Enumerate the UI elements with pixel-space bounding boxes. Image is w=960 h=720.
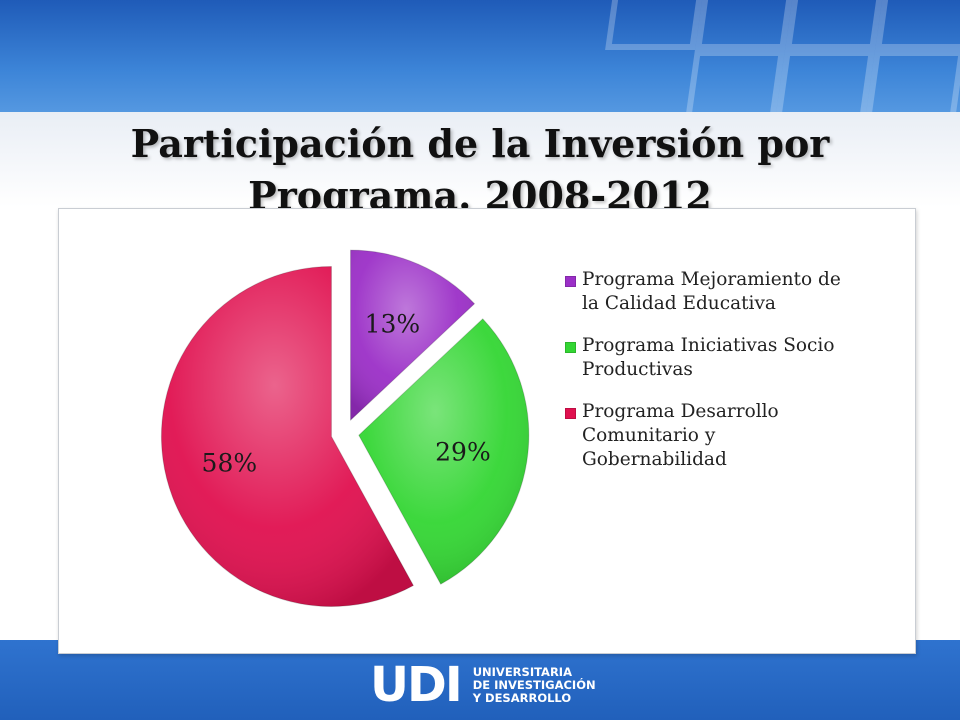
slice-value-label: 58%	[202, 449, 258, 478]
header-background	[0, 0, 960, 130]
slice-value-label: 13%	[365, 309, 421, 338]
legend-swatch	[565, 408, 576, 419]
legend-label: Programa Desarrollo Comunitario y Gobern…	[582, 401, 779, 470]
logo-line: DE INVESTIGACIÓN	[472, 677, 596, 692]
logo-text: UNIVERSITARIA DE INVESTIGACIÓN Y DESARRO…	[472, 664, 596, 705]
pie-slice-gloss	[350, 250, 475, 421]
legend-label: Programa Mejoramiento de la Calidad Educ…	[582, 269, 841, 314]
legend-item: Programa Mejoramiento de la Calidad Educ…	[565, 268, 910, 316]
chart-legend: Programa Mejoramiento de la Calidad Educ…	[565, 268, 910, 490]
pie-slice-gloss	[161, 266, 414, 607]
legend-label: Programa Iniciativas Socio Productivas	[582, 335, 835, 380]
slice-value-label: 29%	[435, 438, 491, 467]
legend-swatch	[565, 342, 576, 353]
logo-mark: UDI	[370, 657, 463, 713]
slide-title-line1: Participación de la Inversión por	[130, 121, 830, 166]
legend-item: Programa Desarrollo Comunitario y Gobern…	[565, 400, 910, 472]
logo-line: Y DESARROLLO	[472, 690, 572, 705]
legend-swatch	[565, 276, 576, 287]
legend-item: Programa Iniciativas Socio Productivas	[565, 334, 910, 382]
udi-logo: UDI UNIVERSITARIA DE INVESTIGACIÓN Y DES…	[370, 660, 596, 710]
pie-slice-gloss	[358, 318, 529, 585]
logo-line: UNIVERSITARIA	[472, 664, 572, 679]
